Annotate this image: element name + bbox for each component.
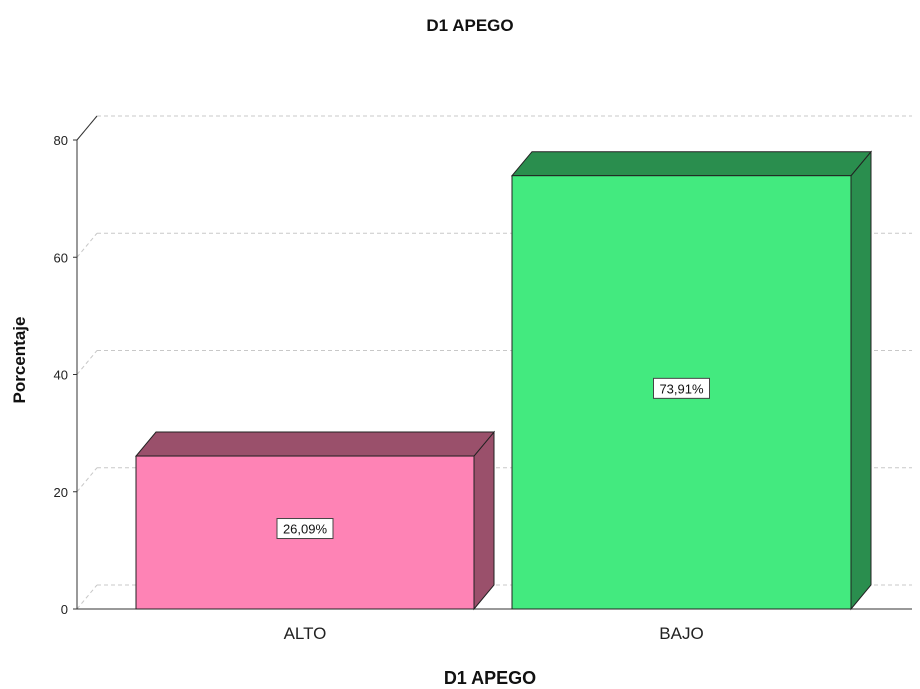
data-label-box <box>276 518 334 540</box>
y-tick-label: 40 <box>54 368 68 383</box>
gridline-depth <box>76 232 98 258</box>
bar-side-bajo <box>850 150 872 611</box>
data-label-box <box>653 377 710 399</box>
gridline-depth <box>76 350 98 375</box>
bar-side-alto <box>473 430 495 611</box>
gridline-depth <box>76 584 98 610</box>
y-axis-top-depth <box>76 115 98 141</box>
gridline-depth <box>76 467 98 493</box>
bar-top-bajo <box>510 151 873 177</box>
chart-title: D1 APEGO <box>426 16 514 35</box>
y-tick-label: 0 <box>61 602 68 617</box>
x-tick-label: ALTO <box>284 624 327 643</box>
x-tick-label: BAJO <box>659 624 703 643</box>
y-tick-label: 60 <box>54 250 68 265</box>
data-label: 73,91% <box>659 381 704 396</box>
x-axis-label: D1 APEGO <box>443 668 537 688</box>
data-label: 26,09% <box>283 522 328 537</box>
y-tick-label: 80 <box>54 133 68 148</box>
y-tick-label: 20 <box>54 485 68 500</box>
bar-top-alto <box>134 431 496 457</box>
